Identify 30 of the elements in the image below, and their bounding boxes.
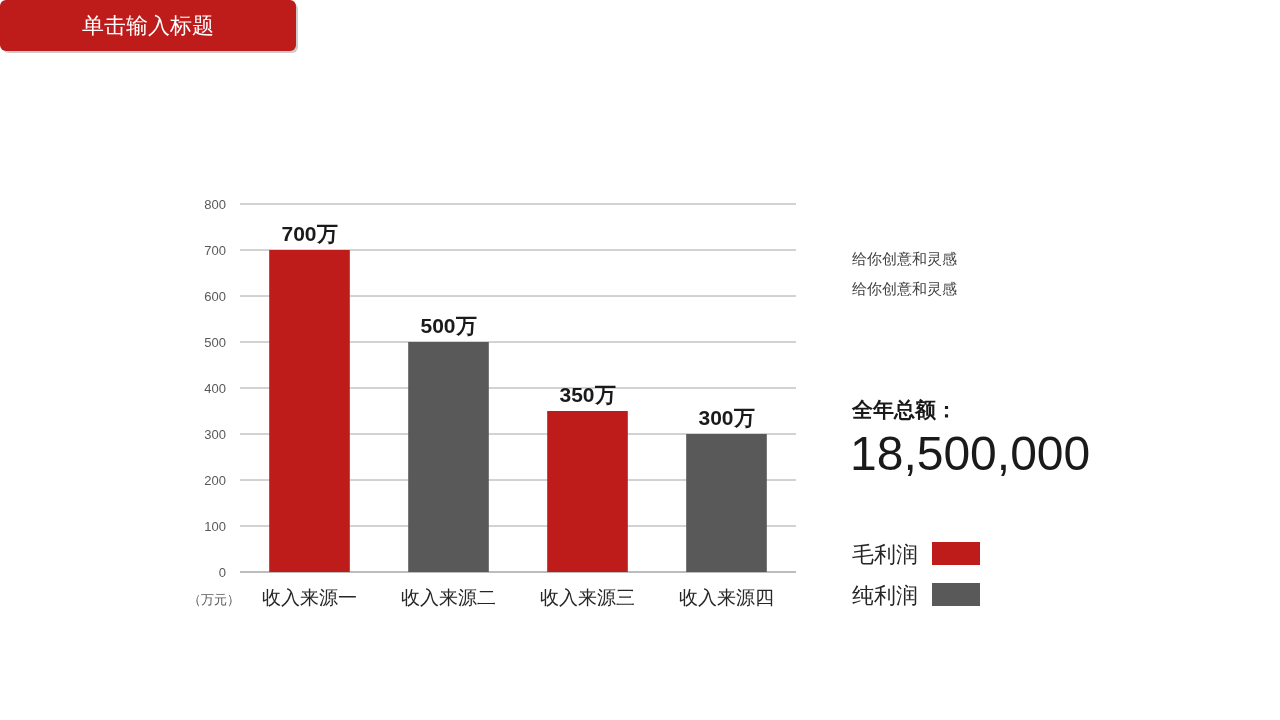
text: 给你创意和灵感 (852, 250, 957, 267)
legend-label: 毛利润 (852, 542, 918, 567)
chart-title: 单击输入标题 (82, 13, 214, 38)
y-tick-label: 200 (204, 473, 226, 488)
y-axis-title: （万元） (188, 592, 240, 607)
bar (547, 411, 628, 572)
y-tick-label: 600 (204, 289, 226, 304)
y-tick-label: 700 (204, 243, 226, 258)
y-tick-label: 0 (218, 565, 226, 580)
data-label: 700万 (281, 222, 338, 245)
y-tick-label: 500 (204, 335, 226, 350)
bar (408, 342, 489, 572)
title: 单击输入标题 (0, 0, 298, 53)
text: 18,500,000 (850, 427, 1091, 480)
data-label: 300万 (698, 406, 755, 429)
x-tick-label: 收入来源四 (679, 587, 774, 608)
legend-label: 纯利润 (852, 583, 918, 608)
text: 给你创意和灵感 (852, 280, 957, 297)
bar (269, 250, 350, 572)
y-tick-label: 400 (204, 381, 226, 396)
data-label: 350万 (559, 383, 616, 406)
text: 全年总额： (851, 398, 957, 421)
y-tick-label: 300 (204, 427, 226, 442)
x-tick-label: 收入来源二 (401, 587, 496, 608)
y-tick-label: 800 (204, 197, 226, 212)
x-tick-label: 收入来源三 (540, 587, 635, 608)
x-tick-label: 收入来源一 (262, 587, 357, 608)
bar (686, 434, 767, 572)
data-label: 500万 (420, 314, 477, 337)
y-tick-label: 100 (204, 519, 226, 534)
